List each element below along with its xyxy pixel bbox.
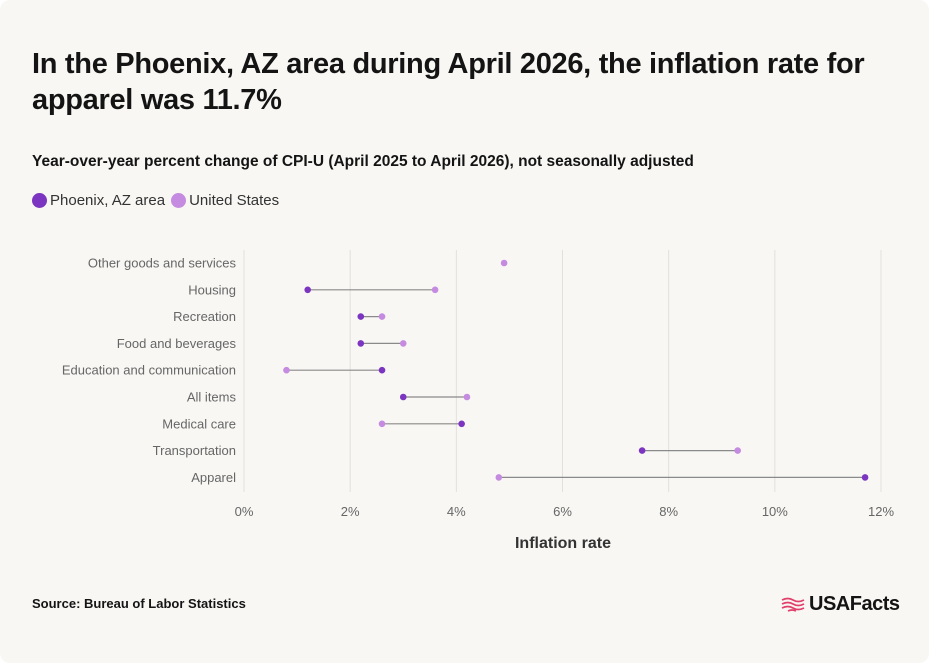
legend-label-phoenix: Phoenix, AZ area (50, 192, 166, 209)
source-note: Source: Bureau of Labor Statistics (32, 596, 246, 611)
legend-swatch-phoenix (32, 193, 47, 208)
category-label: Transportation (153, 443, 236, 458)
point-phoenix (458, 420, 465, 428)
x-tick-label: 10% (762, 504, 788, 519)
point-united-states (378, 313, 386, 320)
point-phoenix (638, 447, 646, 454)
category-label: Other goods and services (88, 256, 237, 271)
point-united-states (378, 420, 386, 428)
flag-icon (781, 597, 805, 612)
x-tick-label: 2% (341, 504, 360, 519)
point-phoenix (357, 340, 365, 347)
category-label: Apparel (191, 470, 236, 485)
category-label: Medical care (162, 416, 236, 431)
point-united-states (500, 259, 508, 267)
legend-item-phoenix[interactable]: Phoenix, AZ area (32, 192, 165, 209)
category-label: Housing (188, 282, 236, 297)
point-phoenix (357, 313, 365, 320)
x-tick-label: 12% (868, 504, 894, 519)
x-tick-label: 0% (235, 504, 254, 519)
x-axis-title: Inflation rate (514, 535, 611, 552)
point-united-states (495, 474, 503, 481)
category-label: All items (187, 390, 237, 405)
legend-item-us[interactable]: United States (171, 192, 279, 209)
point-united-states (283, 366, 290, 374)
legend-swatch-us (171, 193, 187, 208)
point-phoenix (304, 286, 312, 294)
category-label: Food and beverages (117, 336, 237, 351)
point-phoenix (861, 474, 869, 481)
x-tick-label: 6% (553, 504, 572, 519)
logo-text: USAFacts (809, 593, 900, 615)
point-phoenix (399, 393, 407, 401)
legend: Phoenix, AZ area United States (32, 192, 285, 209)
usafacts-logo[interactable]: USAFacts (780, 593, 900, 616)
category-label: Education and communication (62, 363, 236, 378)
x-tick-label: 8% (659, 504, 678, 519)
point-united-states (399, 340, 407, 347)
point-united-states (463, 393, 471, 401)
point-phoenix (378, 366, 386, 374)
category-label: Recreation (173, 309, 236, 324)
point-united-states (734, 447, 741, 454)
legend-label-us: United States (189, 192, 280, 209)
chart-title: In the Phoenix, AZ area during April 202… (32, 48, 865, 116)
chart-subtitle: Year-over-year percent change of CPI-U (… (32, 153, 694, 170)
point-united-states (431, 286, 439, 294)
x-tick-label: 4% (447, 504, 466, 519)
